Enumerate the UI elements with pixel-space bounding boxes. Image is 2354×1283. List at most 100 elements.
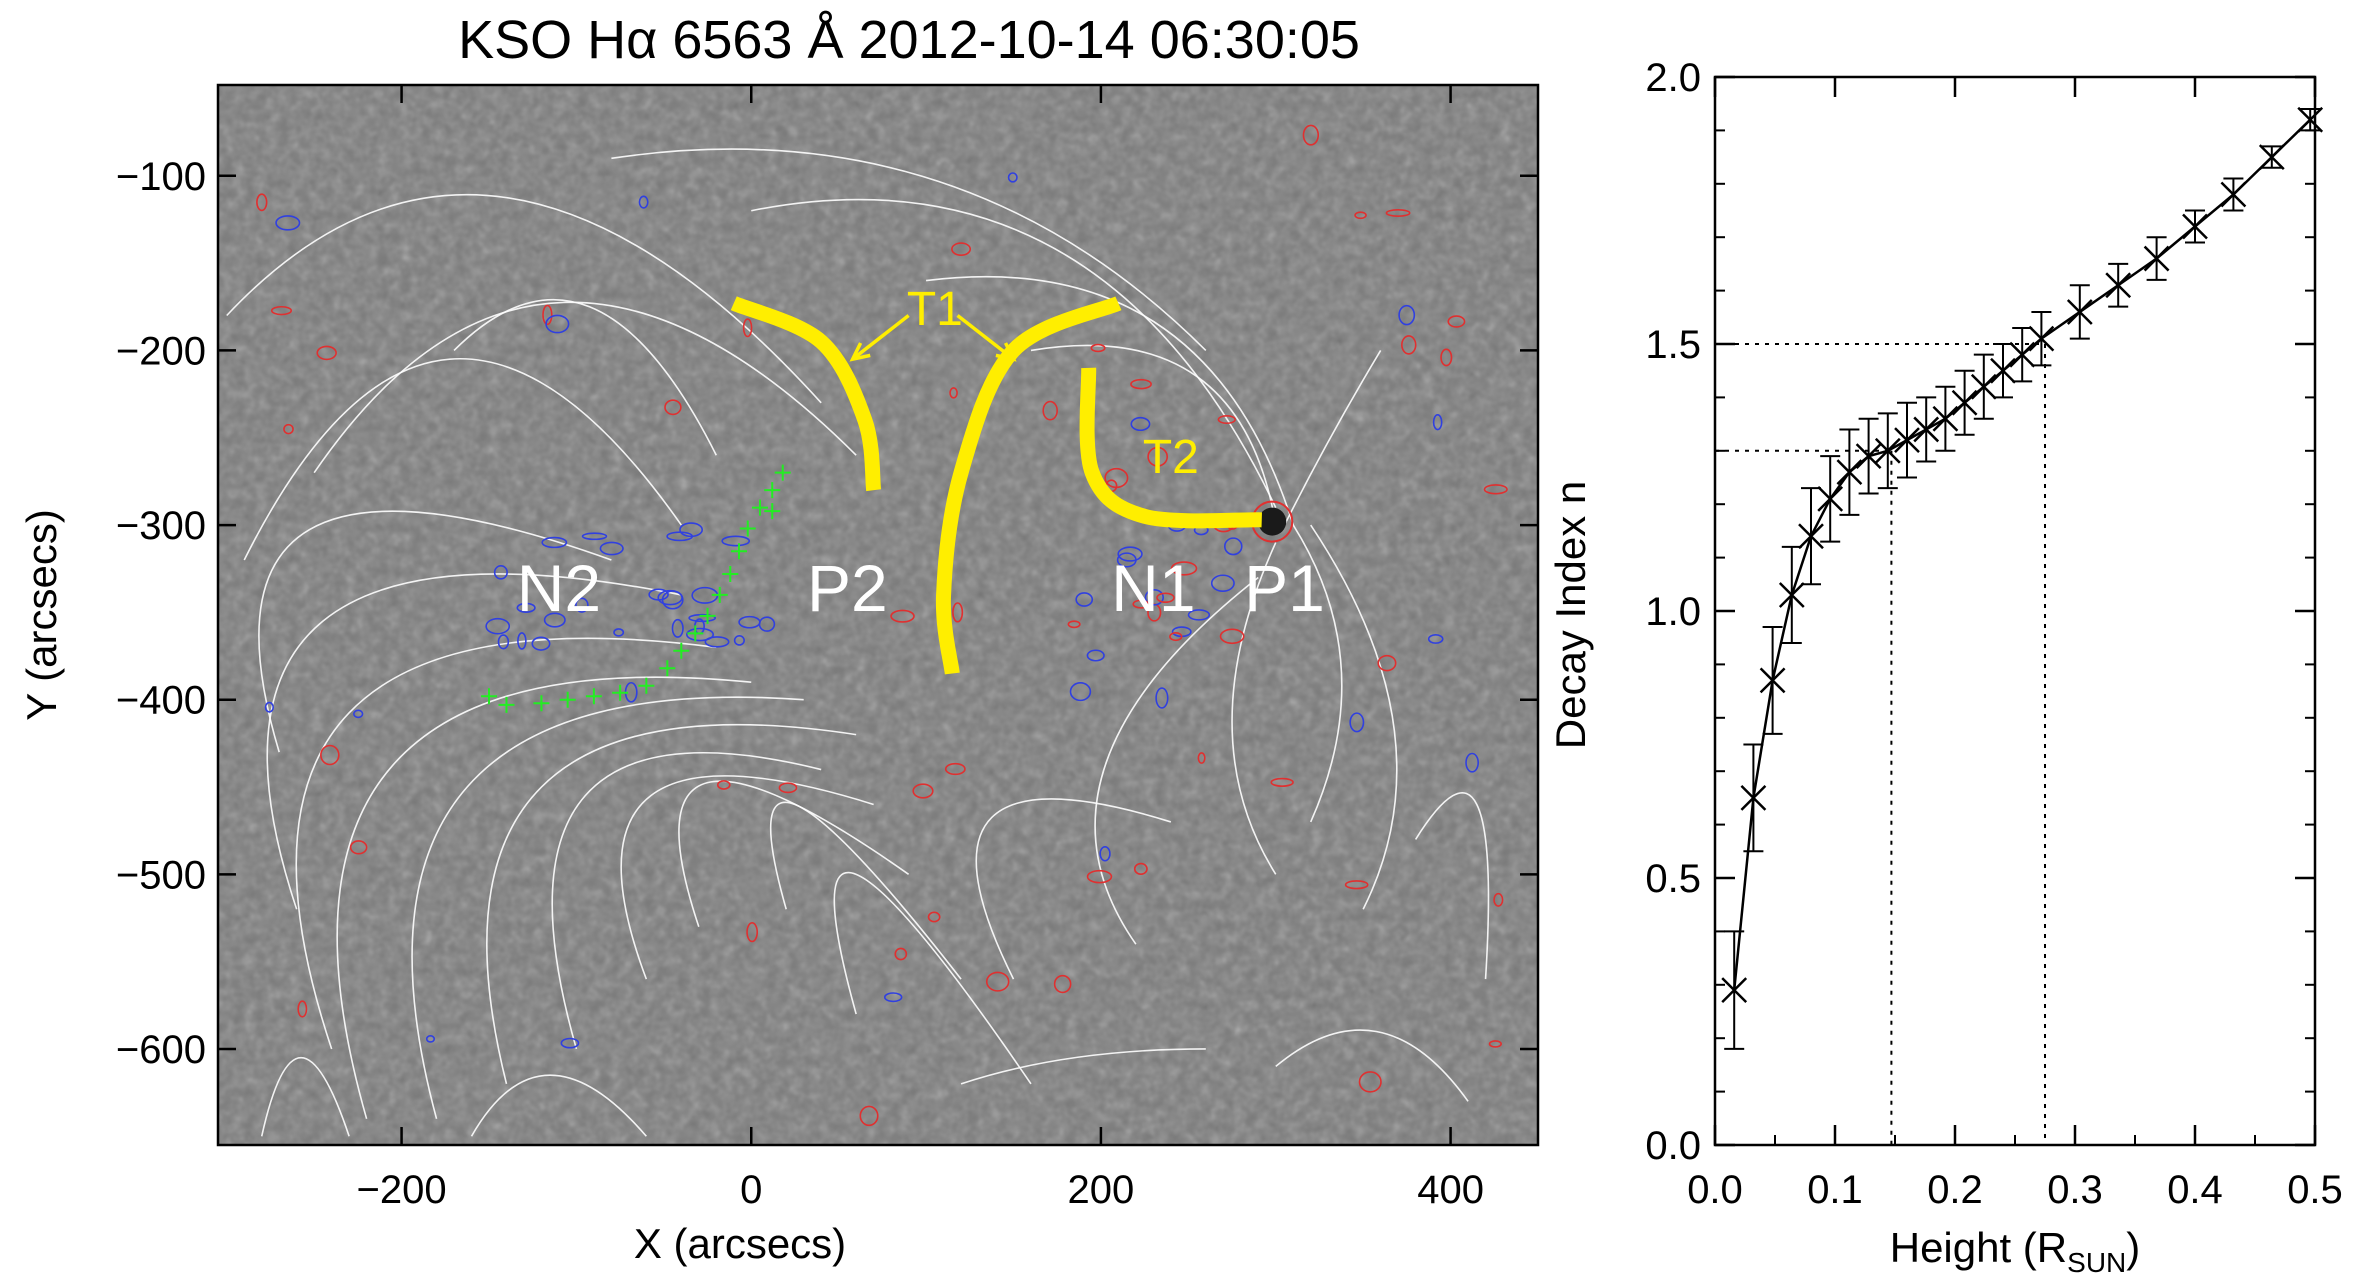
contour — [1385, 209, 1411, 217]
data-point — [1740, 743, 1767, 853]
region-label: N1 — [1111, 551, 1195, 625]
contour — [638, 195, 649, 209]
field-line — [336, 676, 752, 1120]
contour — [951, 242, 972, 256]
contour — [531, 636, 551, 651]
contour — [686, 627, 715, 642]
data-point — [2258, 144, 2285, 170]
x-tick-label: −200 — [357, 1168, 447, 1212]
contour — [545, 314, 570, 334]
contour — [944, 762, 966, 776]
reference-lines — [1715, 343, 2046, 1145]
contour — [1169, 632, 1183, 642]
yellow-tracks — [730, 296, 1262, 675]
contour — [890, 609, 915, 623]
data-point — [1970, 353, 1997, 420]
field-line — [243, 357, 682, 561]
y-tick-label: 0.0 — [1645, 1124, 1701, 1168]
x-marker — [2066, 299, 2093, 325]
image-title: KSO Hα 6563 Å 2012-10-14 06:30:05 — [458, 10, 1360, 70]
field-line — [769, 801, 962, 980]
data-point — [1874, 412, 1901, 490]
contour — [320, 744, 340, 766]
track-t2 — [1079, 367, 1262, 529]
contour — [721, 535, 751, 547]
arrow-line — [851, 314, 910, 361]
y-tick-label: 1.0 — [1645, 590, 1701, 634]
pil-marker — [687, 625, 704, 642]
contour — [949, 387, 958, 399]
field-line — [678, 780, 910, 927]
image-axes-frame — [216, 83, 1540, 1147]
contour — [704, 636, 730, 648]
contour — [1099, 846, 1111, 862]
contour — [485, 617, 511, 635]
field-line — [470, 1074, 647, 1137]
pil-marker — [585, 688, 602, 705]
x-marker — [2105, 272, 2132, 299]
x-marker — [1874, 437, 1901, 464]
data-point — [2028, 310, 2055, 367]
x-marker — [2143, 245, 2170, 272]
contour — [283, 423, 294, 435]
x-marker — [1759, 667, 1786, 694]
pil-marker — [612, 684, 629, 701]
contour — [1067, 620, 1081, 629]
field-line — [1310, 524, 1398, 910]
pil-marker — [764, 482, 781, 499]
contour — [778, 782, 798, 794]
x-marker — [1817, 485, 1844, 512]
contour — [1219, 628, 1245, 645]
data-point — [2182, 209, 2208, 244]
field-line — [226, 194, 822, 404]
contour — [1344, 880, 1369, 890]
contour — [1090, 343, 1106, 353]
contour — [493, 565, 508, 580]
field-line — [551, 751, 822, 1050]
arrow-line — [956, 314, 1015, 361]
track-t1 — [935, 296, 1122, 675]
field-line — [833, 871, 1032, 1085]
data-point — [1798, 487, 1824, 586]
contour — [497, 634, 510, 650]
region-label: P1 — [1244, 551, 1325, 625]
field-line — [1231, 542, 1277, 875]
x-marker — [2258, 144, 2285, 170]
contour — [671, 618, 684, 638]
region-label: N2 — [517, 551, 601, 625]
x-marker — [1721, 977, 1748, 1004]
contour — [264, 701, 274, 713]
pil-marker — [722, 565, 739, 582]
field-lines — [226, 148, 1490, 1137]
field-line — [925, 275, 1294, 526]
data-point — [1932, 385, 1959, 452]
data-point — [2220, 177, 2247, 212]
image-frame: T1 T2 N2 P2 N1 P1 — [218, 85, 1538, 1145]
contour — [1493, 892, 1504, 907]
contour — [742, 318, 753, 338]
decay-index-panel: 0.0 0.1 0.2 0.3 0.4 0.5 0.0 0.5 1.0 1.5 2.0 Heigh… — [1547, 56, 2343, 1278]
x-marker — [2009, 341, 2036, 368]
field-line — [1094, 576, 1259, 945]
plot-x-ticks: 0.0 0.1 0.2 0.3 0.4 0.5 — [1687, 77, 2343, 1212]
data-point — [1894, 401, 1920, 479]
contour — [746, 922, 759, 943]
y-tick-label: 0.5 — [1645, 857, 1701, 901]
x-tick-label: 0.0 — [1687, 1168, 1743, 1212]
track-t1 — [730, 296, 882, 492]
x-marker — [1932, 405, 1959, 432]
data-point — [1913, 396, 1940, 463]
x-marker — [2297, 106, 2324, 133]
contour — [1117, 546, 1143, 562]
contour — [894, 947, 908, 961]
contour — [664, 399, 682, 416]
contour — [425, 1035, 436, 1043]
y-tick-label: 2.0 — [1645, 56, 1701, 100]
contour — [1086, 649, 1105, 662]
contour — [1401, 335, 1417, 355]
pil-marker — [480, 688, 497, 705]
contour — [1042, 400, 1058, 421]
polarity-inversion-line — [480, 464, 791, 713]
field-line — [260, 1056, 350, 1137]
x-marker — [1778, 582, 1805, 608]
